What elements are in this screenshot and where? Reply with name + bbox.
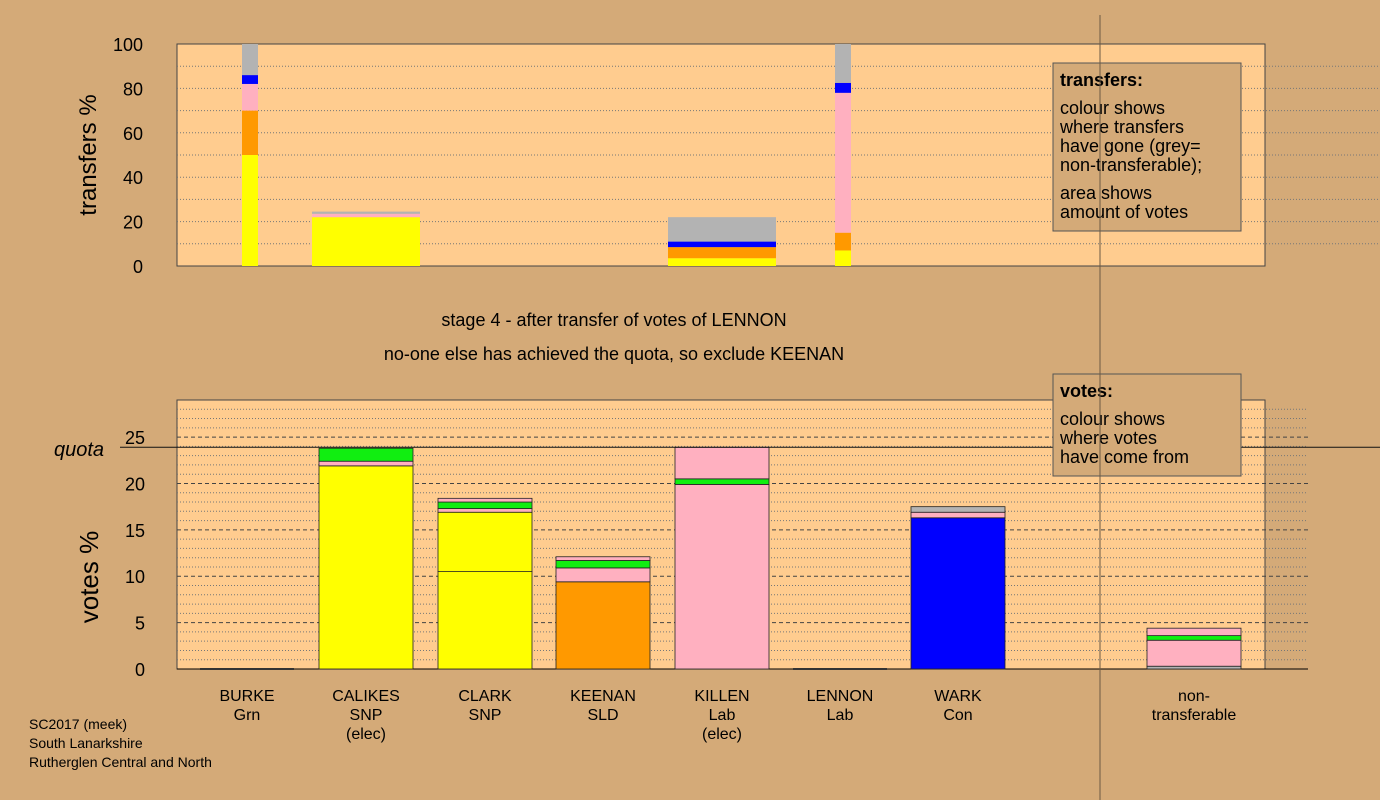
vote-segment-lab (318, 460, 414, 467)
vote-segment-lab (1146, 627, 1242, 637)
vote-segment-grn (318, 447, 414, 462)
transfers-legend: transfers: colour shows where transfers … (1052, 62, 1242, 232)
transfer-segment-killen-nontransferable (668, 217, 776, 242)
footer-line: South Lanarkshire (29, 735, 143, 751)
transfers-y-tick-label: 100 (113, 35, 143, 55)
candidate-label: KEENAN (570, 688, 636, 705)
votes-y-ticks: 0 5 10 15 20 25 (125, 428, 145, 680)
vote-segment-snp (437, 511, 533, 573)
votes-y-axis-label: votes % (74, 531, 104, 624)
vote-segment-grn (555, 560, 651, 569)
transfers-y-tick-label: 60 (123, 124, 143, 144)
candidate-label: Grn (234, 707, 261, 724)
transfer-segment-calikes-snp (312, 217, 420, 266)
candidate-label: KILLEN (694, 688, 749, 705)
footer-line: Rutherglen Central and North (29, 754, 212, 770)
transfer-segment-killen-sld (668, 247, 776, 259)
footer-line: SC2017 (meek) (29, 716, 127, 732)
vote-segment-grn (674, 478, 770, 485)
transfers-y-ticks: 0 20 40 60 80 100 (113, 35, 143, 277)
votes-y-tick-label: 25 (125, 428, 145, 448)
transfer-segment-calikes-nontransferable (312, 211, 420, 214)
candidate-label: SLD (587, 707, 618, 724)
candidate-label: BURKE (219, 688, 274, 705)
vote-segment-nontransferable (1146, 665, 1242, 670)
transfers-y-axis-label: transfers % (75, 94, 102, 215)
candidate-label: Lab (709, 707, 736, 724)
vote-segment-lab (555, 556, 651, 561)
transfers-bars (242, 44, 851, 266)
votes-y-tick-label: 20 (125, 474, 145, 494)
votes-y-tick-label: 5 (135, 614, 145, 634)
vote-segment-lab (674, 484, 770, 670)
votes-legend-line: colour shows (1060, 409, 1165, 429)
transfer-segment-lennon-sld (835, 232, 851, 251)
stage-subtitle: no-one else has achieved the quota, so e… (384, 344, 844, 364)
candidate-label: SNP (469, 707, 502, 724)
candidate-label: (elec) (346, 726, 386, 743)
vote-segment-lab (1146, 639, 1242, 667)
transfer-segment-burke-con (242, 75, 258, 84)
transfer-segment-burke-lab (242, 83, 258, 111)
transfers-legend-line: have gone (grey= (1060, 136, 1201, 156)
transfers-legend-box (1052, 62, 1242, 232)
transfers-legend-line: amount of votes (1060, 202, 1188, 222)
transfer-segment-burke-sld (242, 110, 258, 155)
transfers-legend-line: area shows (1060, 183, 1152, 203)
vote-segment-lab (555, 567, 651, 583)
votes-chart: 0 5 10 15 20 25 quota votes % BURKE Grn CALIKES… (54, 399, 1380, 743)
candidate-label: CLARK (458, 688, 512, 705)
transfer-segment-calikes-lab (312, 213, 420, 218)
votes-bars (200, 446, 1242, 670)
votes-y-tick-label: 0 (135, 660, 145, 680)
transfers-y-tick-label: 40 (123, 168, 143, 188)
transfers-y-tick-label: 80 (123, 79, 143, 99)
votes-y-tick-label: 15 (125, 521, 145, 541)
vote-segment-lab (437, 497, 533, 503)
votes-legend-line: where votes (1059, 428, 1157, 448)
transfers-y-tick-label: 0 (133, 257, 143, 277)
transfer-segment-lennon-nontransferable (835, 44, 851, 83)
votes-legend: votes: colour shows where votes have com… (1052, 373, 1242, 477)
stage-title: stage 4 - after transfer of votes of LEN… (441, 310, 786, 330)
vote-segment-grn (1146, 635, 1242, 641)
vote-segment-grn (437, 501, 533, 509)
votes-legend-line: have come from (1060, 447, 1189, 467)
vote-segment-snp (318, 465, 414, 670)
vote-segment-lab (437, 508, 533, 513)
candidate-label: WARK (934, 688, 982, 705)
candidate-label: non- (1178, 688, 1210, 705)
transfers-legend-line: colour shows (1060, 98, 1165, 118)
candidate-label: SNP (350, 707, 383, 724)
transfer-segment-killen-snp (668, 258, 776, 266)
transfers-legend-title: transfers: (1060, 70, 1143, 90)
transfer-segment-killen-con (668, 241, 776, 248)
transfers-legend-line: non-transferable); (1060, 155, 1202, 175)
candidate-label: CALIKES (332, 688, 400, 705)
transfer-segment-burke-snp (242, 155, 258, 266)
transfer-segment-burke-nontransferable (242, 44, 258, 76)
votes-legend-title: votes: (1060, 381, 1113, 401)
transfer-segment-lennon-con (835, 82, 851, 93)
votes-y-tick-label: 10 (125, 567, 145, 587)
candidate-label: (elec) (702, 726, 742, 743)
vote-segment-con (910, 517, 1006, 670)
candidate-label: LENNON (807, 688, 874, 705)
votes-x-axis-labels: BURKE Grn CALIKES SNP (elec) CLARK SNP KEENAN SL… (219, 688, 1236, 743)
vote-segment-nontransferable (910, 506, 1006, 513)
transfers-legend-line: where transfers (1059, 117, 1184, 137)
candidate-label: transferable (1152, 707, 1237, 724)
votes-legend-box (1052, 373, 1242, 477)
transfers-y-tick-label: 20 (123, 213, 143, 233)
vote-segment-sld (555, 581, 651, 670)
candidate-label: Lab (827, 707, 854, 724)
vote-segment-snp (437, 571, 533, 670)
vote-segment-lab (674, 446, 770, 480)
transfer-segment-lennon-snp (835, 250, 851, 266)
candidate-label: Con (943, 707, 972, 724)
transfer-segment-lennon-lab (835, 92, 851, 233)
vote-segment-lab (910, 511, 1006, 519)
quota-label: quota (54, 439, 104, 461)
